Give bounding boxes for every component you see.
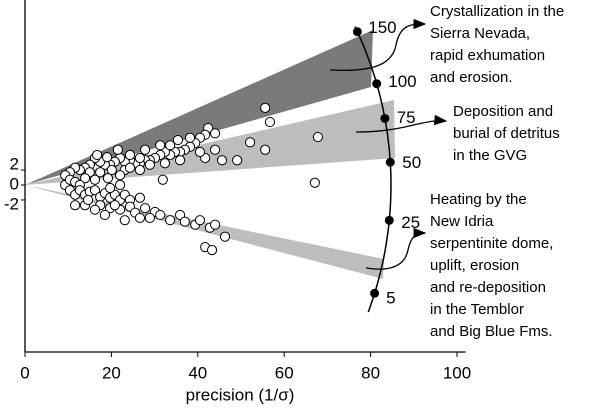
annotation-arrows bbox=[329, 18, 448, 270]
age-tick bbox=[380, 113, 390, 123]
wedge-dark bbox=[25, 30, 373, 185]
age-tick bbox=[370, 288, 380, 298]
data-point bbox=[144, 159, 155, 170]
age-tick-label: 5 bbox=[386, 288, 395, 307]
data-point bbox=[159, 158, 171, 169]
age-tick-label: 50 bbox=[402, 153, 421, 172]
x-tick-label: 80 bbox=[361, 363, 380, 382]
data-point bbox=[114, 170, 126, 181]
age-tick bbox=[372, 79, 382, 89]
data-point bbox=[206, 245, 218, 256]
data-point bbox=[124, 149, 136, 161]
annotation-line: in the GVG bbox=[453, 147, 527, 164]
data-point bbox=[134, 152, 146, 164]
annotation-line: New Idria bbox=[430, 213, 494, 230]
arrow bbox=[355, 114, 448, 133]
data-point bbox=[155, 209, 166, 221]
annotation-line: and erosion. bbox=[430, 69, 513, 86]
data-point bbox=[89, 174, 101, 185]
x-tick-label: 0 bbox=[20, 363, 29, 382]
data-point bbox=[106, 164, 117, 176]
data-point bbox=[244, 137, 256, 148]
age-tick bbox=[385, 157, 395, 167]
age-tick-label: 150 bbox=[368, 18, 396, 37]
data-point bbox=[134, 212, 146, 224]
annotation-line: in the Temblor bbox=[430, 301, 524, 318]
data-point bbox=[89, 204, 101, 215]
x-tick-label: 20 bbox=[102, 363, 121, 382]
annotation-line: rapid exhumation bbox=[430, 47, 545, 64]
data-point bbox=[260, 102, 271, 113]
data-point bbox=[209, 144, 221, 155]
data-point bbox=[219, 231, 231, 242]
data-point bbox=[172, 134, 184, 146]
age-tick-label: 100 bbox=[388, 72, 416, 91]
age-wedges bbox=[25, 30, 395, 279]
data-point bbox=[92, 149, 103, 161]
data-point bbox=[209, 128, 221, 139]
data-point bbox=[179, 216, 190, 227]
annotation-line: Sierra Nevada, bbox=[430, 25, 530, 42]
age-tick-label: 25 bbox=[401, 213, 420, 232]
data-point bbox=[102, 173, 114, 184]
data-point bbox=[174, 155, 186, 166]
data-point bbox=[232, 155, 243, 166]
data-point bbox=[139, 144, 151, 155]
arrow bbox=[329, 18, 427, 72]
annotation-line: Deposition and bbox=[453, 103, 553, 120]
data-point bbox=[194, 215, 206, 226]
y-tick-label: 2 bbox=[10, 154, 19, 173]
data-point bbox=[124, 162, 136, 173]
data-point bbox=[155, 140, 166, 151]
data-point bbox=[264, 116, 276, 128]
x-axis-label: precision (1/σ) bbox=[186, 385, 295, 404]
data-point bbox=[99, 209, 111, 221]
data-point bbox=[89, 185, 101, 196]
data-point bbox=[209, 219, 221, 230]
data-point bbox=[312, 131, 323, 143]
data-point bbox=[101, 152, 113, 163]
data-point bbox=[144, 212, 155, 224]
data-point bbox=[114, 179, 126, 191]
x-tick-label: 60 bbox=[275, 363, 294, 382]
data-point bbox=[194, 146, 206, 158]
data-point bbox=[134, 164, 146, 176]
age-tick bbox=[384, 215, 394, 225]
data-point bbox=[119, 215, 130, 226]
data-point bbox=[165, 215, 176, 226]
data-point bbox=[139, 203, 151, 214]
y-tick-label: -2 bbox=[4, 194, 19, 213]
annotation-line: Heating by the bbox=[430, 191, 527, 208]
age-tick bbox=[352, 27, 362, 37]
data-point bbox=[82, 194, 94, 206]
x-tick-label: 100 bbox=[443, 363, 471, 382]
data-point bbox=[309, 177, 320, 188]
data-point bbox=[95, 167, 106, 178]
data-point bbox=[112, 144, 123, 155]
annotation-line: burial of detritus bbox=[453, 125, 560, 142]
data-point bbox=[134, 192, 146, 203]
data-point bbox=[260, 144, 271, 155]
annotation-line: uplift, erosion bbox=[430, 257, 519, 274]
annotation-line: Crystallization in the bbox=[430, 3, 564, 20]
annotation-line: serpentinite dome, bbox=[430, 235, 553, 252]
data-point bbox=[184, 132, 196, 143]
data-point bbox=[165, 140, 176, 151]
data-point bbox=[216, 155, 228, 166]
data-point bbox=[79, 173, 91, 184]
data-point bbox=[157, 174, 168, 185]
data-point bbox=[70, 200, 81, 211]
age-tick-label: 75 bbox=[397, 108, 416, 127]
data-point bbox=[109, 200, 120, 211]
data-point bbox=[105, 182, 116, 194]
arrow bbox=[365, 227, 427, 270]
y-tick-label: 0 bbox=[10, 174, 19, 193]
x-tick-label: 40 bbox=[188, 363, 207, 382]
annotation-line: and Big Blue Fms. bbox=[430, 323, 553, 340]
annotation-line: and re-deposition bbox=[430, 279, 546, 296]
wedge-lower bbox=[25, 185, 384, 279]
